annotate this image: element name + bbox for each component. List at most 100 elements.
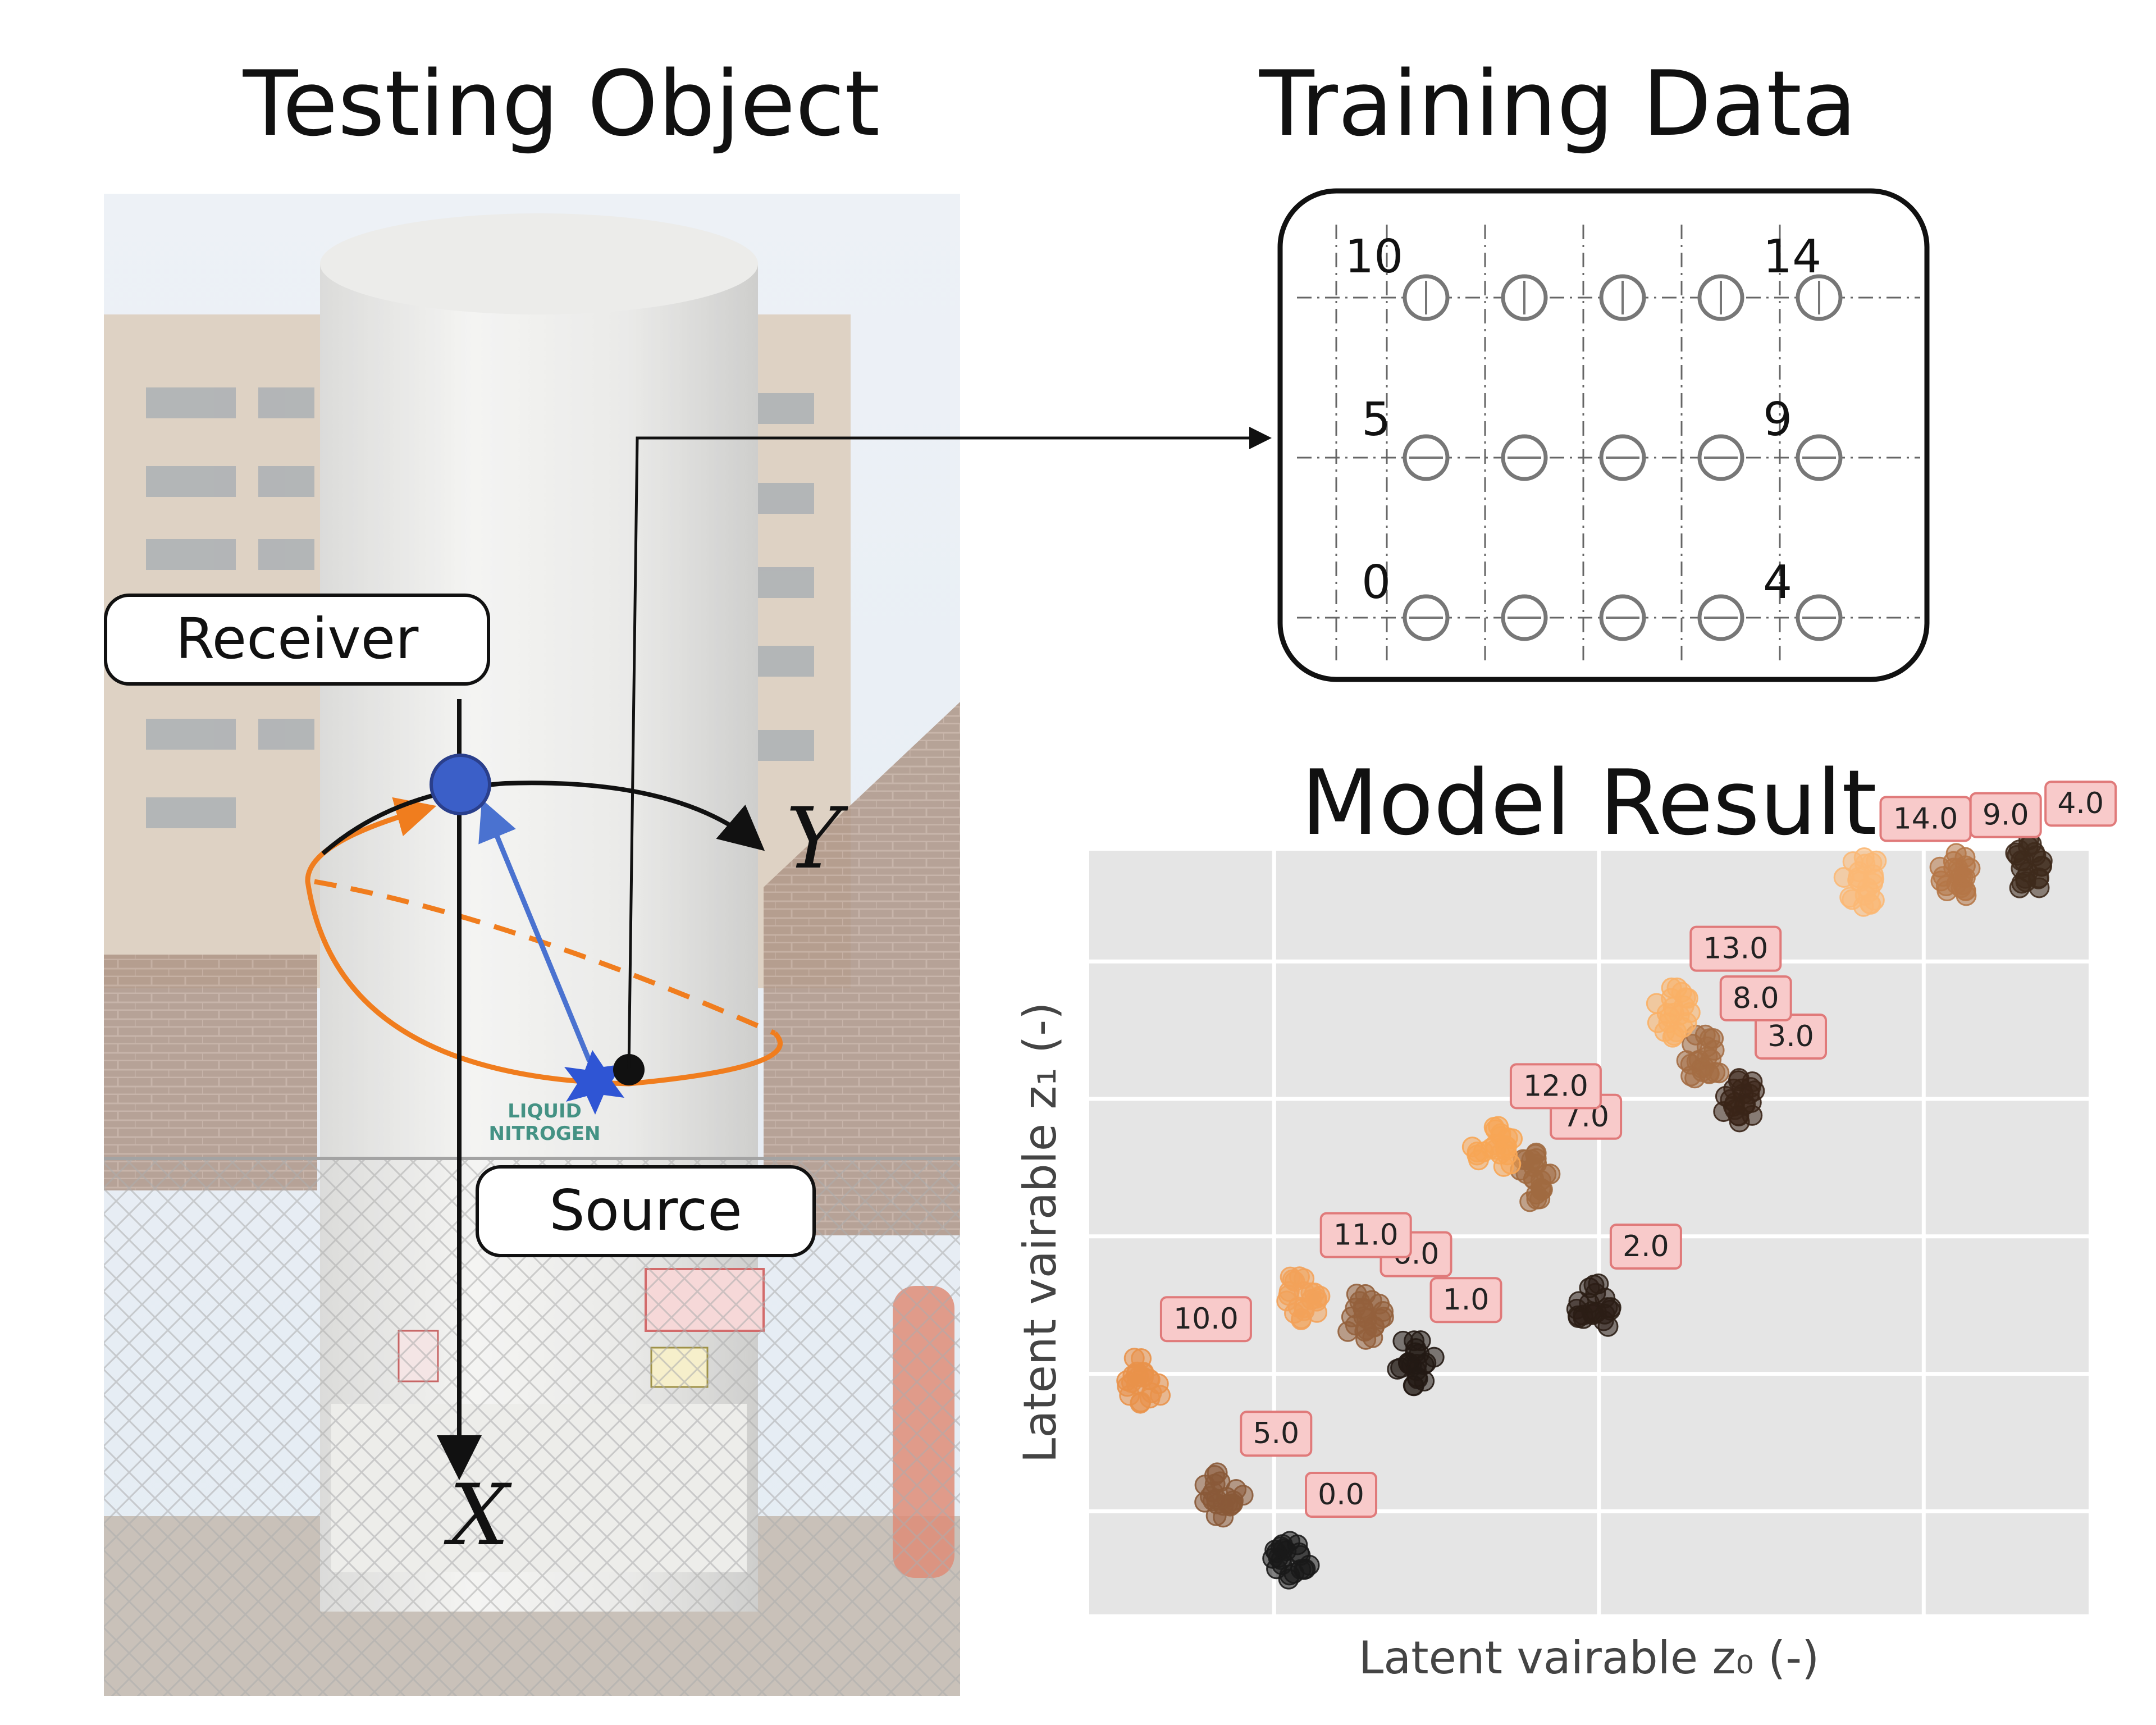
training-grid-points [1403, 274, 1843, 641]
y-axis-label: Latent vairable z₁ (-) [1014, 1002, 1066, 1463]
cluster-point [1361, 1290, 1382, 1311]
axis-x-label: X [444, 1467, 512, 1564]
cluster-label-box [2044, 781, 2117, 827]
orbit-path-front [305, 797, 783, 1087]
cluster-label: 4.0 [2057, 787, 2104, 820]
receiver-label-box: Receiver [104, 594, 490, 686]
cluster-point [1945, 843, 1967, 864]
cluster-point [1289, 1542, 1310, 1563]
cluster-label: 13.0 [1703, 932, 1768, 966]
axis-y-label: Y [786, 790, 848, 888]
building-windows [146, 387, 814, 828]
cluster-label: 9.0 [1983, 798, 2029, 832]
cluster-label-box [1159, 1296, 1252, 1343]
grid-label-14: 14 [1763, 230, 1821, 284]
cluster-point [1268, 1547, 1289, 1568]
cluster-point [1406, 1360, 1427, 1381]
grid-label-5: 5 [1362, 393, 1391, 446]
cluster-point [2008, 839, 2030, 861]
cluster-label-box [1609, 1224, 1682, 1270]
cluster-point [1290, 1309, 1312, 1330]
cluster-label: 5.0 [1253, 1417, 1299, 1450]
cluster-point [1200, 1486, 1221, 1507]
tank-sign-line1: LIQUID [508, 1100, 582, 1122]
testing-object-photo: LIQUID NITROGEN [104, 194, 1272, 1696]
cluster-point [2031, 856, 2052, 877]
cluster-point [1568, 1307, 1589, 1329]
link-arrow [627, 427, 1272, 1070]
cluster-point [1410, 1330, 1431, 1352]
training-data-panel: 10 14 5 9 0 4 [1277, 188, 1930, 682]
grid-label-4: 4 [1763, 556, 1792, 609]
cluster-label-box [1879, 796, 1972, 842]
cluster-label: 12.0 [1523, 1069, 1588, 1103]
cluster-point [1130, 1391, 1152, 1413]
receiver-marker [430, 754, 491, 815]
training-data-title: Training Data [1259, 51, 1857, 156]
brick-wall-right [764, 702, 960, 1235]
cluster-label: 2.0 [1623, 1230, 1669, 1263]
cluster-label-box [1429, 1277, 1502, 1324]
cluster-point [1847, 869, 1869, 891]
cluster-point [1734, 1094, 1755, 1116]
grid-label-0: 0 [1362, 556, 1391, 609]
plot-cluster-labels: 0.01.02.03.04.05.06.07.08.09.010.011.012… [1159, 781, 2117, 1518]
receiver-label: Receiver [176, 606, 419, 672]
cluster-label: 11.0 [1333, 1219, 1399, 1252]
orbit-path-back [314, 879, 776, 1036]
cluster-point [1525, 1142, 1547, 1163]
cluster-point [1337, 1321, 1359, 1342]
brick-wall-left [104, 955, 317, 1190]
cluster-label-box [1319, 1212, 1412, 1258]
cluster-label: 1.0 [1443, 1283, 1490, 1317]
cluster-point [1658, 1012, 1679, 1033]
cluster-point [2015, 868, 2036, 889]
cluster-point [1860, 893, 1881, 915]
cluster-label-box [1305, 1472, 1377, 1518]
tank-sign: LIQUID NITROGEN [489, 1100, 601, 1145]
cluster-label: 0.0 [1318, 1478, 1364, 1512]
cluster-point [1519, 1191, 1541, 1212]
tank-sign-line2: NITROGEN [489, 1122, 601, 1145]
cluster-point [1306, 1290, 1327, 1312]
model-result-chart: 0.01.02.03.04.05.06.07.08.09.010.011.012… [1014, 781, 2117, 1684]
cluster-point [1355, 1329, 1377, 1350]
cluster-label: 8.0 [1733, 982, 1779, 1015]
y-axis-arrow [321, 781, 765, 856]
cluster-point [1282, 1269, 1303, 1290]
cluster-point [1680, 1065, 1702, 1087]
cluster-point [1148, 1373, 1169, 1394]
cluster-point [1671, 982, 1692, 1003]
cluster-point [1213, 1507, 1234, 1528]
cluster-point [1121, 1372, 1142, 1393]
cluster-label-box [1240, 1411, 1313, 1457]
cluster-label: 14.0 [1893, 802, 1958, 836]
source-burst-icon [564, 1050, 624, 1115]
cluster-point [1676, 1012, 1697, 1033]
model-result-title: Model Result [1301, 750, 1877, 855]
cluster-point [1861, 852, 1883, 874]
cluster-label: 10.0 [1173, 1302, 1239, 1336]
cluster-point [1744, 1080, 1765, 1102]
cluster-point [1959, 857, 1981, 879]
propagation-ray [478, 799, 592, 1062]
cluster-label-box [1509, 1063, 1602, 1110]
cluster-label-box [1719, 975, 1792, 1021]
source-label-box: Source [476, 1165, 816, 1257]
cluster-point [1497, 1127, 1518, 1148]
cluster-point [1728, 1068, 1750, 1089]
cluster-point [1955, 880, 1976, 901]
cluster-point [1583, 1275, 1605, 1296]
cluster-label-box [1689, 925, 1782, 972]
grid-label-10: 10 [1345, 230, 1403, 284]
source-label: Source [549, 1178, 742, 1243]
plot-points [1116, 829, 2053, 1590]
cluster-point [1697, 1046, 1718, 1067]
cluster-label: 3.0 [1767, 1020, 1814, 1053]
cluster-point [1933, 866, 1954, 887]
testing-object-title: Testing Object [243, 51, 880, 156]
cluster-point [1597, 1297, 1618, 1318]
x-axis-label: Latent vairable z₀ (-) [1359, 1632, 1820, 1684]
grid-label-9: 9 [1763, 393, 1792, 446]
